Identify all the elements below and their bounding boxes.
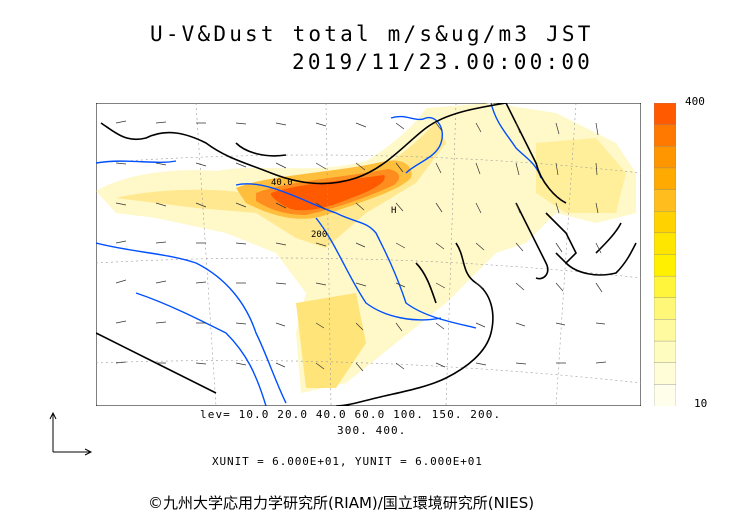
legend-swatch xyxy=(654,384,676,406)
contour-label: 40.0 xyxy=(271,178,293,188)
legend-swatch xyxy=(654,103,676,126)
coastlines xyxy=(96,103,637,406)
contour-label: 200 xyxy=(311,230,327,240)
dust-shading xyxy=(96,103,636,393)
legend-swatch xyxy=(654,211,676,234)
legend-max-label: 400 xyxy=(685,95,705,108)
legend-swatch xyxy=(654,297,676,321)
chart-title: U-V&Dust total m/s&ug/m3 JST xyxy=(150,22,594,46)
legend-swatch xyxy=(654,232,676,256)
legend-swatch xyxy=(654,189,676,212)
wind-vectors xyxy=(115,120,607,372)
reference-vector-icon xyxy=(49,411,93,456)
legend-swatch xyxy=(654,124,676,147)
contour-levels-line2: 300. 400. xyxy=(337,424,407,437)
color-legend xyxy=(654,103,676,406)
legend-swatch xyxy=(654,319,676,342)
contour-levels-line1: lev= 10.0 20.0 40.0 60.0 100. 150. 200. xyxy=(200,408,502,421)
legend-swatch xyxy=(654,254,676,277)
dust-map: 40.0 200 H xyxy=(96,103,641,406)
chart-timestamp: 2019/11/23.00:00:00 xyxy=(292,50,594,74)
legend-swatch xyxy=(654,146,676,169)
legend-swatch xyxy=(654,275,676,299)
legend-swatch xyxy=(654,167,676,191)
legend-swatch xyxy=(654,340,676,364)
copyright-notice: ©九州大学応用力学研究所(RIAM)/国立環境研究所(NIES) xyxy=(148,494,535,512)
rivers xyxy=(96,103,542,406)
legend-min-label: 10 xyxy=(694,397,708,410)
unit-info: XUNIT = 6.000E+01, YUNIT = 6.000E+01 xyxy=(212,455,483,468)
max-marker: H xyxy=(391,206,396,216)
legend-swatch xyxy=(654,362,676,386)
